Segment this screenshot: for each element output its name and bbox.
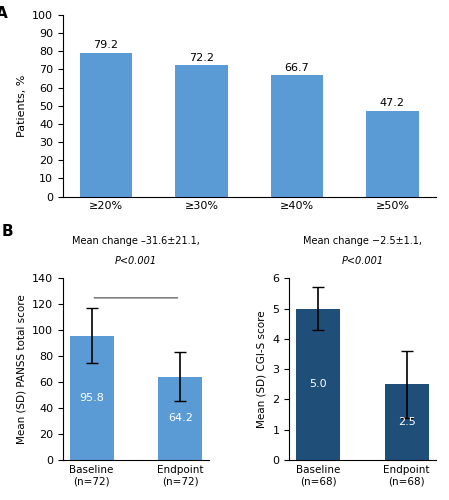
Text: 72.2: 72.2 — [189, 53, 214, 63]
Text: 64.2: 64.2 — [168, 414, 193, 424]
Y-axis label: Mean (SD) CGI-S score: Mean (SD) CGI-S score — [257, 310, 267, 428]
Text: 47.2: 47.2 — [380, 98, 405, 108]
Bar — [385, 384, 429, 460]
Text: Mean change –31.6±21.1,: Mean change –31.6±21.1, — [72, 236, 200, 246]
Bar — [80, 53, 132, 197]
Bar — [70, 336, 114, 460]
Bar — [271, 76, 323, 196]
Bar — [296, 308, 340, 460]
Text: Mean change −2.5±1.1,: Mean change −2.5±1.1, — [303, 236, 422, 246]
Text: P<0.001: P<0.001 — [341, 256, 383, 266]
Y-axis label: Mean (SD) PANSS total score: Mean (SD) PANSS total score — [17, 294, 26, 444]
Text: 95.8: 95.8 — [79, 393, 104, 403]
Y-axis label: Patients, %: Patients, % — [17, 74, 26, 137]
Text: P<0.001: P<0.001 — [115, 256, 157, 266]
Bar — [175, 66, 228, 196]
Text: 79.2: 79.2 — [93, 40, 119, 50]
Text: 66.7: 66.7 — [285, 63, 309, 73]
Text: 5.0: 5.0 — [309, 380, 327, 390]
Text: A: A — [0, 6, 8, 21]
Text: B: B — [1, 224, 13, 239]
Text: 2.5: 2.5 — [398, 417, 416, 427]
Bar — [158, 376, 202, 460]
Bar — [366, 111, 418, 196]
